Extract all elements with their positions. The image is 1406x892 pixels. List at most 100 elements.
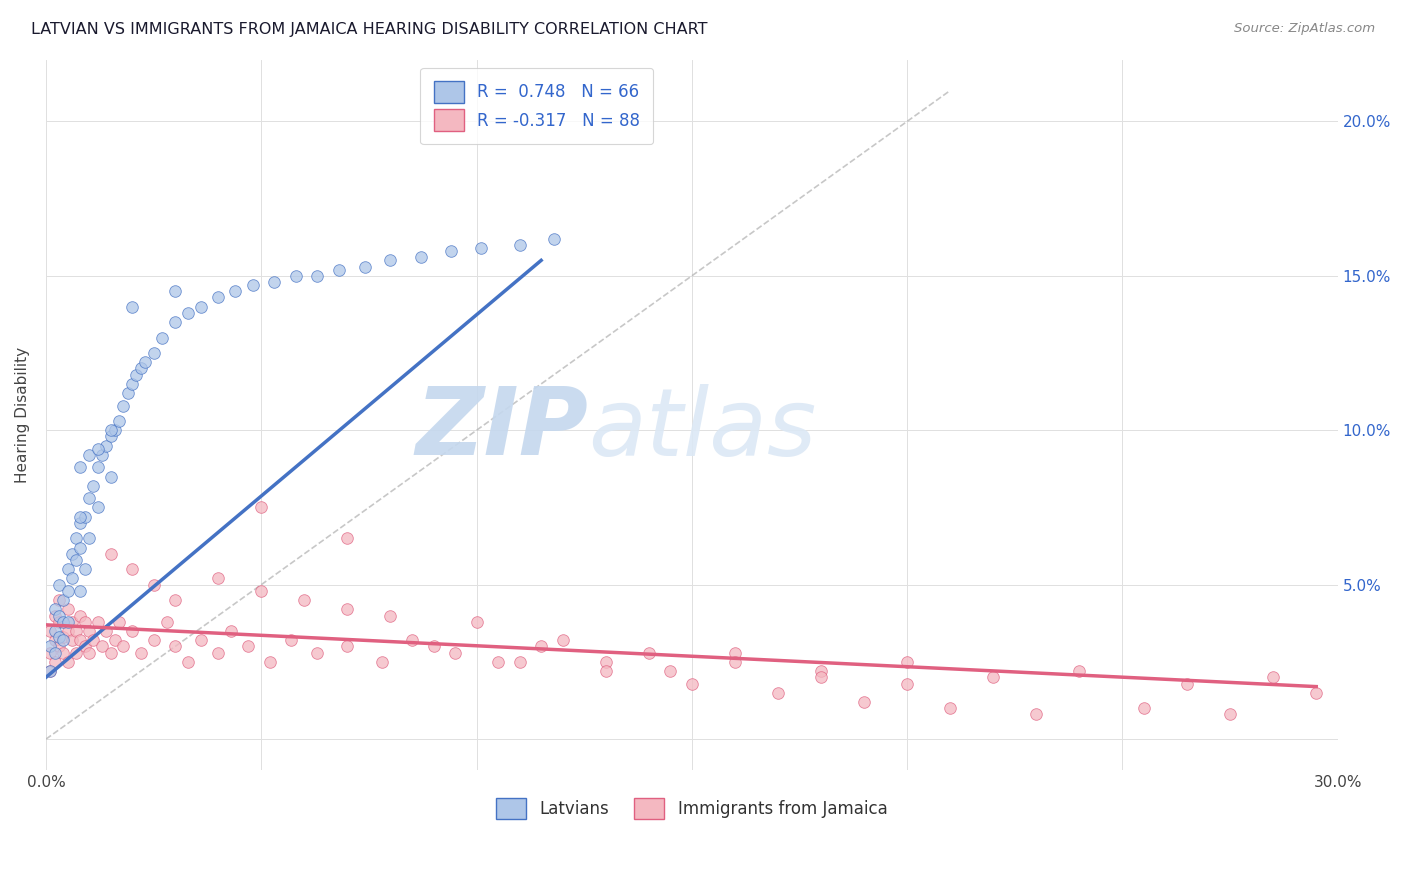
Point <box>39 624 62 638</box>
Point <box>207 290 229 304</box>
Legend: Latvians, Immigrants from Jamaica: Latvians, Immigrants from Jamaica <box>489 791 894 826</box>
Point <box>39 664 62 678</box>
Point <box>224 285 246 299</box>
Point <box>39 646 62 660</box>
Text: ZIP: ZIP <box>416 383 589 475</box>
Point <box>73 640 96 654</box>
Point <box>100 423 122 437</box>
Point <box>56 615 79 629</box>
Point <box>509 238 531 252</box>
Text: LATVIAN VS IMMIGRANTS FROM JAMAICA HEARING DISABILITY CORRELATION CHART: LATVIAN VS IMMIGRANTS FROM JAMAICA HEARI… <box>31 22 707 37</box>
Point <box>52 630 75 644</box>
Point <box>190 633 212 648</box>
Point <box>82 633 104 648</box>
Point <box>1305 686 1327 700</box>
Point <box>52 646 75 660</box>
Point <box>44 624 66 638</box>
Point <box>165 315 187 329</box>
Point <box>681 676 703 690</box>
Point <box>336 602 359 616</box>
Point <box>336 532 359 546</box>
Point <box>250 500 273 515</box>
Point <box>142 633 165 648</box>
Point <box>1263 670 1285 684</box>
Point <box>104 633 127 648</box>
Point <box>56 583 79 598</box>
Point <box>328 262 350 277</box>
Point <box>422 640 444 654</box>
Point <box>242 278 264 293</box>
Point <box>1175 676 1198 690</box>
Point <box>121 376 143 391</box>
Point <box>69 541 91 555</box>
Point <box>121 562 143 576</box>
Point <box>129 361 152 376</box>
Point <box>470 241 492 255</box>
Point <box>939 701 962 715</box>
Point <box>121 624 143 638</box>
Point <box>69 516 91 530</box>
Point <box>177 655 200 669</box>
Point <box>530 640 553 654</box>
Point <box>56 602 79 616</box>
Point <box>465 615 488 629</box>
Point <box>77 448 100 462</box>
Point <box>112 399 135 413</box>
Point <box>165 593 187 607</box>
Point <box>69 509 91 524</box>
Point <box>100 469 122 483</box>
Point <box>69 633 91 648</box>
Point <box>401 633 423 648</box>
Point <box>134 355 156 369</box>
Point <box>207 646 229 660</box>
Point <box>896 655 918 669</box>
Point <box>108 414 131 428</box>
Point <box>595 664 617 678</box>
Point <box>1219 707 1241 722</box>
Point <box>44 655 66 669</box>
Point <box>981 670 1004 684</box>
Point <box>48 593 70 607</box>
Point <box>371 655 394 669</box>
Point <box>108 615 131 629</box>
Point <box>440 244 463 259</box>
Point <box>44 608 66 623</box>
Point <box>724 646 747 660</box>
Point <box>96 439 118 453</box>
Point <box>100 547 122 561</box>
Text: atlas: atlas <box>589 384 817 475</box>
Point <box>86 442 108 456</box>
Point <box>112 640 135 654</box>
Point <box>307 646 329 660</box>
Point <box>60 547 83 561</box>
Point <box>73 509 96 524</box>
Point <box>104 423 127 437</box>
Point <box>60 572 83 586</box>
Point <box>595 655 617 669</box>
Point <box>284 268 307 283</box>
Point <box>48 630 70 644</box>
Point <box>190 300 212 314</box>
Point <box>117 386 139 401</box>
Point <box>77 491 100 506</box>
Point <box>810 670 832 684</box>
Point <box>263 275 285 289</box>
Point <box>56 655 79 669</box>
Point <box>121 300 143 314</box>
Point <box>52 615 75 629</box>
Point <box>307 268 329 283</box>
Point <box>125 368 148 382</box>
Point <box>56 624 79 638</box>
Point <box>48 640 70 654</box>
Point <box>207 572 229 586</box>
Point <box>150 330 173 344</box>
Point <box>44 646 66 660</box>
Point <box>1133 701 1156 715</box>
Point <box>73 615 96 629</box>
Point <box>39 640 62 654</box>
Point <box>44 633 66 648</box>
Point <box>486 655 509 669</box>
Point <box>69 583 91 598</box>
Point <box>165 285 187 299</box>
Point <box>142 346 165 360</box>
